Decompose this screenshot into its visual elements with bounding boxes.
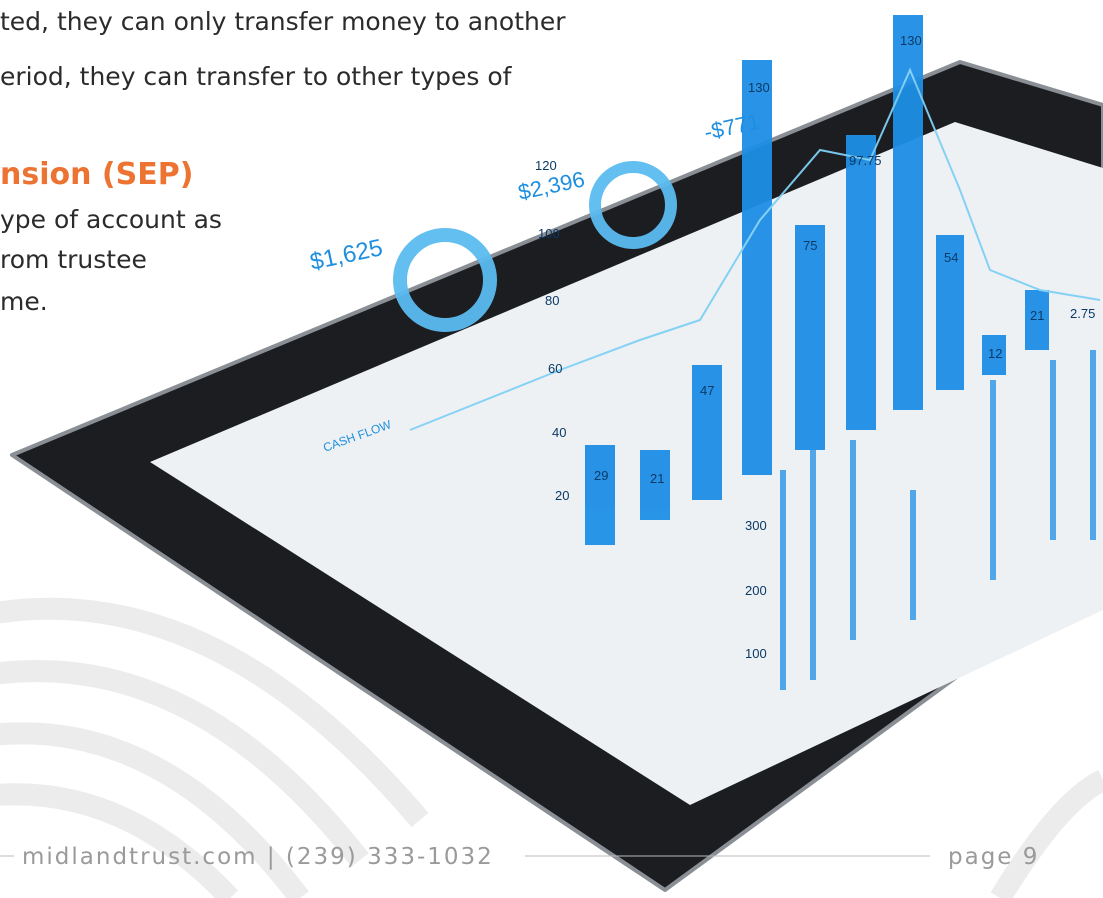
bar-label: 54 [944,250,958,265]
reflection-bars [780,350,1096,690]
background-pattern [0,597,1103,898]
donut [393,228,497,332]
bar-label: 29 [594,468,608,483]
paragraph-line: me. [0,287,48,316]
axis-label: 200 [745,583,767,598]
bar-label: 21 [1030,308,1044,323]
axis-label: 20 [555,488,569,503]
bar-label: 75 [803,238,817,253]
body-line: ted, they can only transfer money to ano… [0,7,566,36]
bar-label: 97.75 [849,153,882,168]
paragraph-line: rom trustee [0,245,147,274]
axis-label: 40 [552,425,566,440]
axis-label: 100 [745,646,767,661]
chart-illustration [393,15,1101,690]
bar-label: 21 [650,471,664,486]
bar-label: 12 [988,346,1002,361]
section-heading: nsion (SEP) [0,157,193,192]
page-number: page 9 [948,844,1039,870]
footer-contact: midlandtrust.com | (239) 333-1032 [22,844,494,870]
bar-label: 130 [748,80,770,95]
axis-label: 80 [545,293,559,308]
paragraph-line: ype of account as [0,205,222,234]
value-label: $1,625 [308,234,385,276]
axis-label: 60 [548,361,562,376]
bars [585,15,1049,545]
bar-label: 47 [700,383,714,398]
body-line: eriod, they can transfer to other types … [0,62,513,91]
axis-label: 300 [745,518,767,533]
bar-label: 2.75 [1070,306,1095,321]
axis-label: 120 [535,158,557,173]
donut [589,161,677,249]
bar-label: 130 [900,33,922,48]
axis-label: 100 [538,226,560,241]
